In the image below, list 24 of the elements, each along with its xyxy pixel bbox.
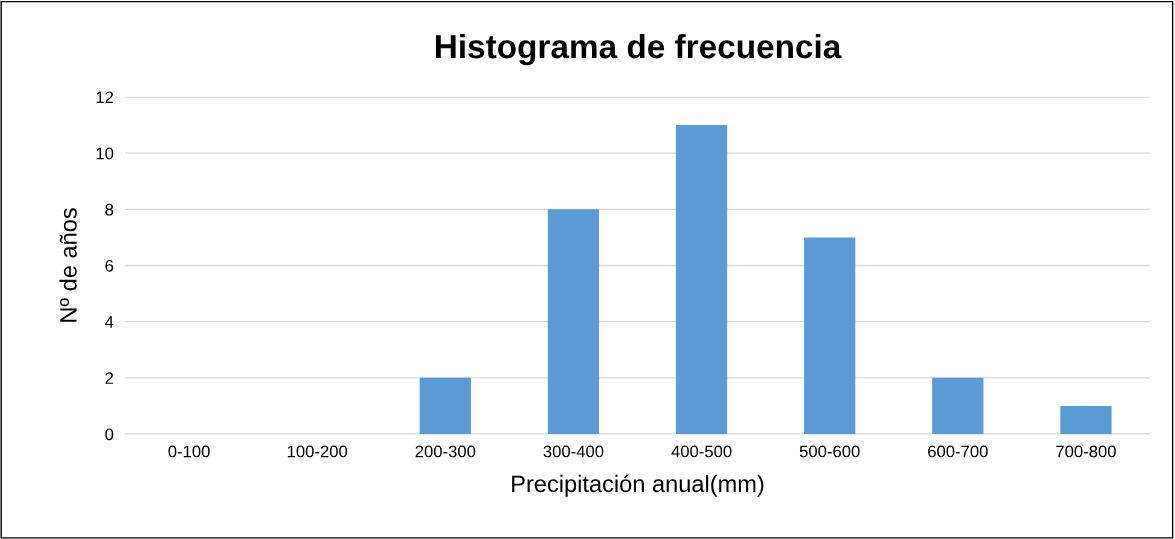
bar xyxy=(547,209,600,434)
x-tick-label: 600-700 xyxy=(928,445,988,458)
x-tick-label: 500-600 xyxy=(799,445,860,458)
bar xyxy=(419,377,471,434)
y-tick-label: 6 xyxy=(105,259,114,272)
bar xyxy=(804,237,856,434)
y-tick-label: 12 xyxy=(96,91,114,104)
y-tick-label: 8 xyxy=(105,203,114,216)
x-tick-label: 700-800 xyxy=(1056,445,1116,458)
y-axis-title: Nº de años xyxy=(59,208,77,322)
x-tick-label: 200-300 xyxy=(415,445,476,458)
bar xyxy=(1060,405,1112,434)
x-tick-label: 0-100 xyxy=(168,445,210,458)
x-tick-label: 400-500 xyxy=(671,445,732,458)
y-tick-label: 10 xyxy=(96,147,114,160)
bar xyxy=(932,377,984,434)
y-tick-label: 2 xyxy=(105,372,114,384)
y-tick-label: 0 xyxy=(105,428,114,441)
x-tick-label: 300-400 xyxy=(543,445,604,458)
x-axis-title: Precipitación anual(mm) xyxy=(512,474,764,497)
chart-title: Histograma de frecuencia xyxy=(435,33,842,66)
bar xyxy=(675,125,728,434)
y-tick-label: 4 xyxy=(105,316,114,328)
x-tick-label: 100-200 xyxy=(287,445,348,458)
